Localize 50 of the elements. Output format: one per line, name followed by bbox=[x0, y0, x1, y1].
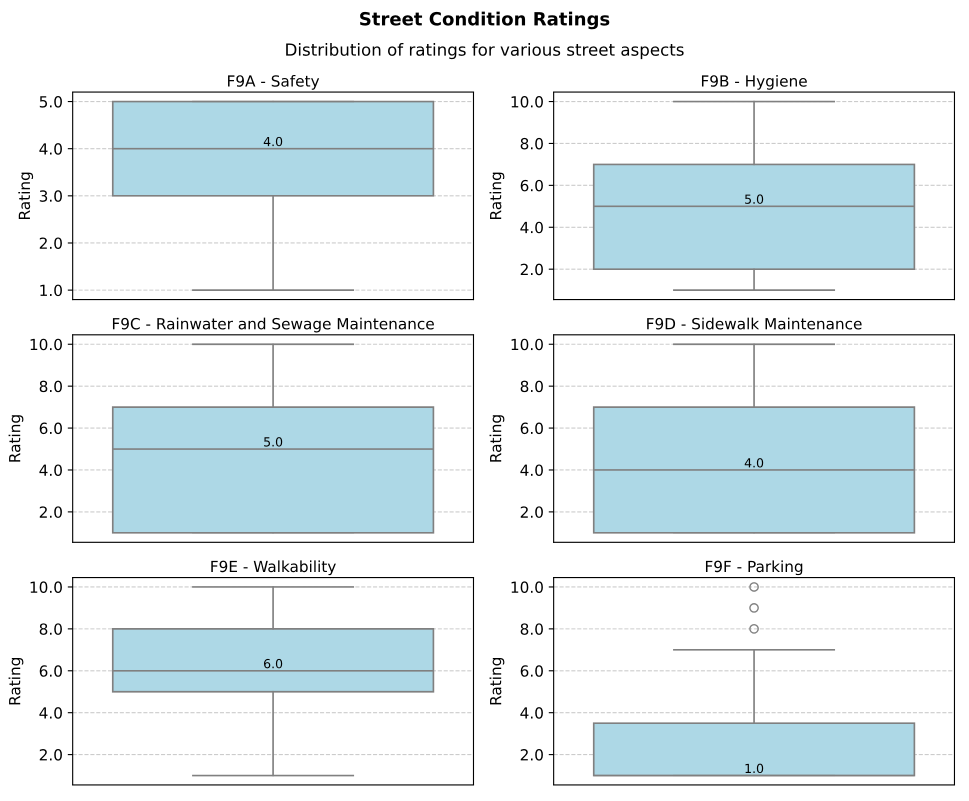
y-tick-label: 8.0 bbox=[40, 623, 62, 635]
y-tick-label: 4.0 bbox=[520, 707, 543, 719]
y-axis-title: Rating bbox=[490, 172, 504, 219]
y-tick-label: 10.0 bbox=[512, 96, 543, 108]
chart-title: F9D - Sidewalk Maintenance bbox=[647, 318, 862, 330]
chart-title: F9E - Walkability bbox=[211, 560, 336, 576]
y-axis-title: Rating bbox=[18, 172, 34, 219]
y-tick-label: 2.0 bbox=[520, 749, 543, 761]
y-tick-label: 6.0 bbox=[40, 665, 62, 677]
y-tick-label: 2.0 bbox=[40, 749, 62, 761]
y-tick-label: 8.0 bbox=[520, 138, 543, 150]
y-axis-title: Rating bbox=[490, 658, 504, 704]
y-tick-label: 4.0 bbox=[39, 707, 62, 719]
annotation: 1.0 bbox=[745, 764, 764, 774]
y-axis-title: Rating bbox=[8, 415, 24, 462]
chart-title: F9F - Parking bbox=[706, 560, 802, 576]
y-tick-label: 2.0 bbox=[40, 506, 62, 518]
y-tick-label: 2.0 bbox=[520, 506, 543, 518]
chart-title: F9B - Hygiene bbox=[702, 74, 807, 90]
y-tick-label: 4.0 bbox=[520, 464, 543, 476]
y-tick-label: 2.0 bbox=[40, 237, 62, 250]
text: Street Condition Ratings bbox=[360, 12, 610, 30]
y-tick-label: 6.0 bbox=[520, 180, 543, 192]
annotation: 4.0 bbox=[744, 458, 764, 468]
y-tick-label: 4.0 bbox=[520, 222, 543, 234]
y-tick-label: 6.0 bbox=[520, 665, 543, 677]
annotation: 5.0 bbox=[264, 437, 282, 447]
y-tick-label: 3.0 bbox=[40, 190, 62, 202]
y-tick-label: 2.0 bbox=[520, 264, 543, 276]
annotation: 5.0 bbox=[745, 194, 764, 204]
y-axis-title: Rating bbox=[490, 415, 504, 462]
y-tick-label: 8.0 bbox=[520, 623, 543, 635]
y-tick-label: 10.0 bbox=[512, 338, 543, 350]
annotation: 4.0 bbox=[264, 136, 282, 146]
y-tick-label: 4.0 bbox=[39, 464, 62, 476]
annotation: 6.0 bbox=[264, 658, 282, 668]
chart-title: F9A - Safety bbox=[228, 74, 320, 90]
y-tick-label: 6.0 bbox=[40, 422, 62, 434]
y-tick-label: 10.0 bbox=[30, 338, 62, 350]
y-tick-label: 8.0 bbox=[40, 380, 62, 392]
y-tick-label: 8.0 bbox=[520, 380, 543, 392]
y-axis-title: Rating bbox=[8, 658, 24, 704]
chart-title: F9C - Rainwater and Sewage Maintenance bbox=[112, 318, 434, 332]
y-tick-label: 6.0 bbox=[520, 422, 543, 434]
y-tick-label: 10.0 bbox=[512, 581, 543, 593]
y-tick-label: 1.0 bbox=[40, 284, 62, 296]
y-tick-label: 5.0 bbox=[40, 96, 62, 108]
y-tick-label: 4.0 bbox=[39, 143, 62, 155]
text: Distribution of ratings for various street aspects bbox=[286, 43, 684, 60]
y-tick-label: 10.0 bbox=[30, 581, 62, 593]
